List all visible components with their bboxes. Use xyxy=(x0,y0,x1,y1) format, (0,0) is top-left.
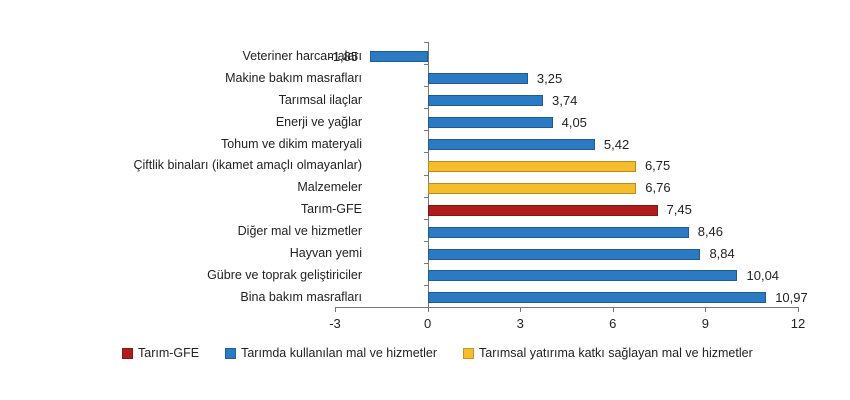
x-tick-label: -3 xyxy=(329,316,341,331)
legend-item-tarim-gfe: Tarım-GFE xyxy=(122,346,199,360)
x-tick-label: 6 xyxy=(609,316,617,331)
category-tick xyxy=(423,42,428,43)
value-label: 7,45 xyxy=(666,202,692,218)
x-tick-label: 12 xyxy=(790,316,806,331)
category-label: Makine bakım masrafları xyxy=(225,70,362,85)
bar xyxy=(427,226,689,238)
value-label: 8,46 xyxy=(697,224,724,240)
category-tick xyxy=(423,218,428,220)
category-tick xyxy=(423,108,428,110)
value-label: 10,04 xyxy=(746,267,780,283)
value-label: 10,97 xyxy=(775,289,808,305)
legend-swatch-icon xyxy=(225,347,237,359)
bar xyxy=(427,139,595,151)
bar xyxy=(427,248,701,260)
x-tick xyxy=(705,307,707,312)
x-tick xyxy=(612,307,614,312)
y-axis-line xyxy=(427,42,429,307)
bar xyxy=(427,270,738,282)
legend-label: Tarımsal yatırıma katkı sağlayan mal ve … xyxy=(479,346,753,360)
legend: Tarım-GFE Tarımda kullanılan mal ve hizm… xyxy=(122,346,779,360)
x-tick-label: 0 xyxy=(423,316,432,331)
category-label: Malzemeler xyxy=(297,180,362,195)
category-label: Tarım-GFE xyxy=(300,202,362,217)
bar xyxy=(427,160,636,172)
category-label: Gübre ve toprak geliştiriciler xyxy=(207,267,362,282)
category-tick xyxy=(423,262,428,264)
bar xyxy=(427,292,767,304)
category-tick xyxy=(423,196,428,198)
category-tick xyxy=(423,64,428,66)
value-label: -1,85 xyxy=(328,48,359,64)
category-tick xyxy=(423,284,428,286)
category-tick xyxy=(423,240,428,242)
category-tick xyxy=(423,152,428,154)
bar xyxy=(427,117,553,129)
legend-item-investment: Tarımsal yatırıma katkı sağlayan mal ve … xyxy=(463,346,753,360)
category-tick xyxy=(423,86,428,88)
bar xyxy=(427,182,637,194)
legend-label: Tarım-GFE xyxy=(138,346,200,360)
legend-swatch-icon xyxy=(122,347,133,359)
value-label: 8,84 xyxy=(709,246,735,262)
value-label: 6,76 xyxy=(645,180,671,196)
value-label: 5,42 xyxy=(603,136,630,152)
category-label: Tohum ve dikim materyali xyxy=(220,136,362,151)
legend-swatch-icon xyxy=(463,347,475,359)
category-label: Hayvan yemi xyxy=(289,246,362,261)
category-label: Tarımsal ilaçlar xyxy=(278,92,362,107)
x-tick-label: 9 xyxy=(701,316,710,331)
legend-label: Tarımda kullanılan mal ve hizmetler xyxy=(241,346,438,360)
category-label: Bina bakım masrafları xyxy=(240,289,362,304)
category-tick xyxy=(423,130,428,132)
x-tick xyxy=(335,307,336,312)
x-tick xyxy=(798,307,799,312)
value-label: 4,05 xyxy=(561,114,587,130)
bar xyxy=(427,95,544,107)
x-tick xyxy=(427,307,429,312)
value-label: 3,74 xyxy=(552,92,578,108)
category-label: Veteriner harcamaları xyxy=(242,48,362,63)
value-label: 3,25 xyxy=(536,70,563,86)
category-label: Diğer mal ve hizmetler xyxy=(237,224,362,239)
value-label: 6,75 xyxy=(644,158,671,174)
x-axis-line xyxy=(335,307,798,308)
category-label: Enerji ve yağlar xyxy=(275,114,362,129)
x-tick xyxy=(520,307,522,312)
bar xyxy=(427,204,658,216)
bar xyxy=(427,73,528,85)
category-label: Çiftlik binaları (ikamet amaçlı olmayanl… xyxy=(133,158,362,173)
x-tick-label: 3 xyxy=(516,316,524,331)
category-tick xyxy=(423,174,428,176)
bar xyxy=(370,51,428,63)
legend-item-inputs: Tarımda kullanılan mal ve hizmetler xyxy=(225,346,437,360)
